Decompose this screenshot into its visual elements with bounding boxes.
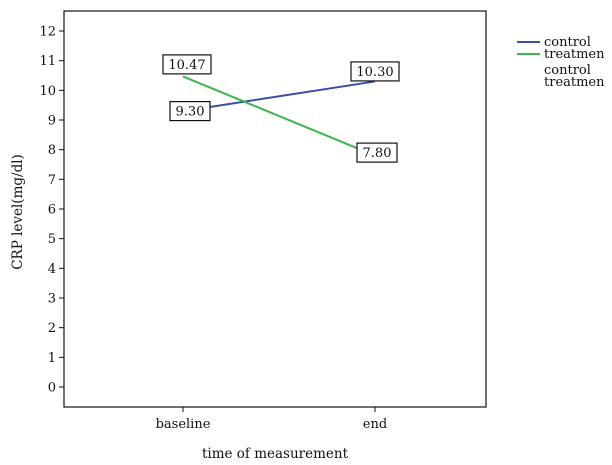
y-tick-label: 5	[48, 232, 56, 247]
data-label: 10.30	[350, 61, 400, 82]
data-label-box	[356, 142, 398, 163]
data-label-box	[169, 100, 211, 122]
legend-item-control: control	[517, 35, 591, 50]
y-axis-label: CRP level(mg/dl)	[10, 154, 26, 270]
plot-frame	[63, 10, 487, 408]
data-label-value: 10.30	[356, 65, 393, 80]
data-label: 9.30	[169, 100, 211, 122]
series-lines	[182, 75, 376, 157]
series-line-treatmen	[182, 75, 376, 157]
y-tick-label: 8	[48, 143, 56, 158]
data-label: 7.80	[356, 142, 398, 163]
x-tick-label: end	[363, 417, 387, 432]
y-tick-label: 3	[48, 292, 56, 307]
y-tick-label: 11	[39, 54, 56, 69]
legend-label: treatmen	[544, 47, 605, 62]
x-axis: baseline end	[156, 407, 387, 432]
y-tick-label: 4	[48, 262, 56, 277]
y-tick-label: 2	[48, 321, 56, 336]
legend-item-treatmen: treatmen	[517, 47, 605, 62]
y-tick-label: 0	[48, 381, 56, 396]
y-tick-label: 9	[48, 114, 56, 129]
data-label-box	[350, 61, 400, 82]
y-tick-label: 1	[48, 351, 56, 366]
y-tick-label: 12	[39, 25, 56, 40]
series-line-control	[182, 80, 376, 113]
y-tick-label: 6	[48, 203, 56, 218]
x-axis-label: time of measurement	[202, 446, 349, 462]
legend-extra-label: treatmen	[544, 75, 605, 90]
data-label-value: 7.80	[363, 146, 392, 161]
y-tick-label: 7	[48, 173, 56, 188]
data-label-box	[162, 54, 212, 75]
data-label-value: 9.30	[176, 105, 205, 120]
legend-label: control	[544, 35, 591, 50]
x-tick-label: baseline	[156, 417, 211, 432]
y-tick-label: 10	[39, 84, 56, 99]
data-labels: 9.30 10.30 10.47 7.80	[162, 54, 400, 163]
data-label: 10.47	[162, 54, 212, 75]
data-label-value: 10.47	[168, 58, 205, 73]
legend-extra-label: control	[544, 63, 591, 78]
